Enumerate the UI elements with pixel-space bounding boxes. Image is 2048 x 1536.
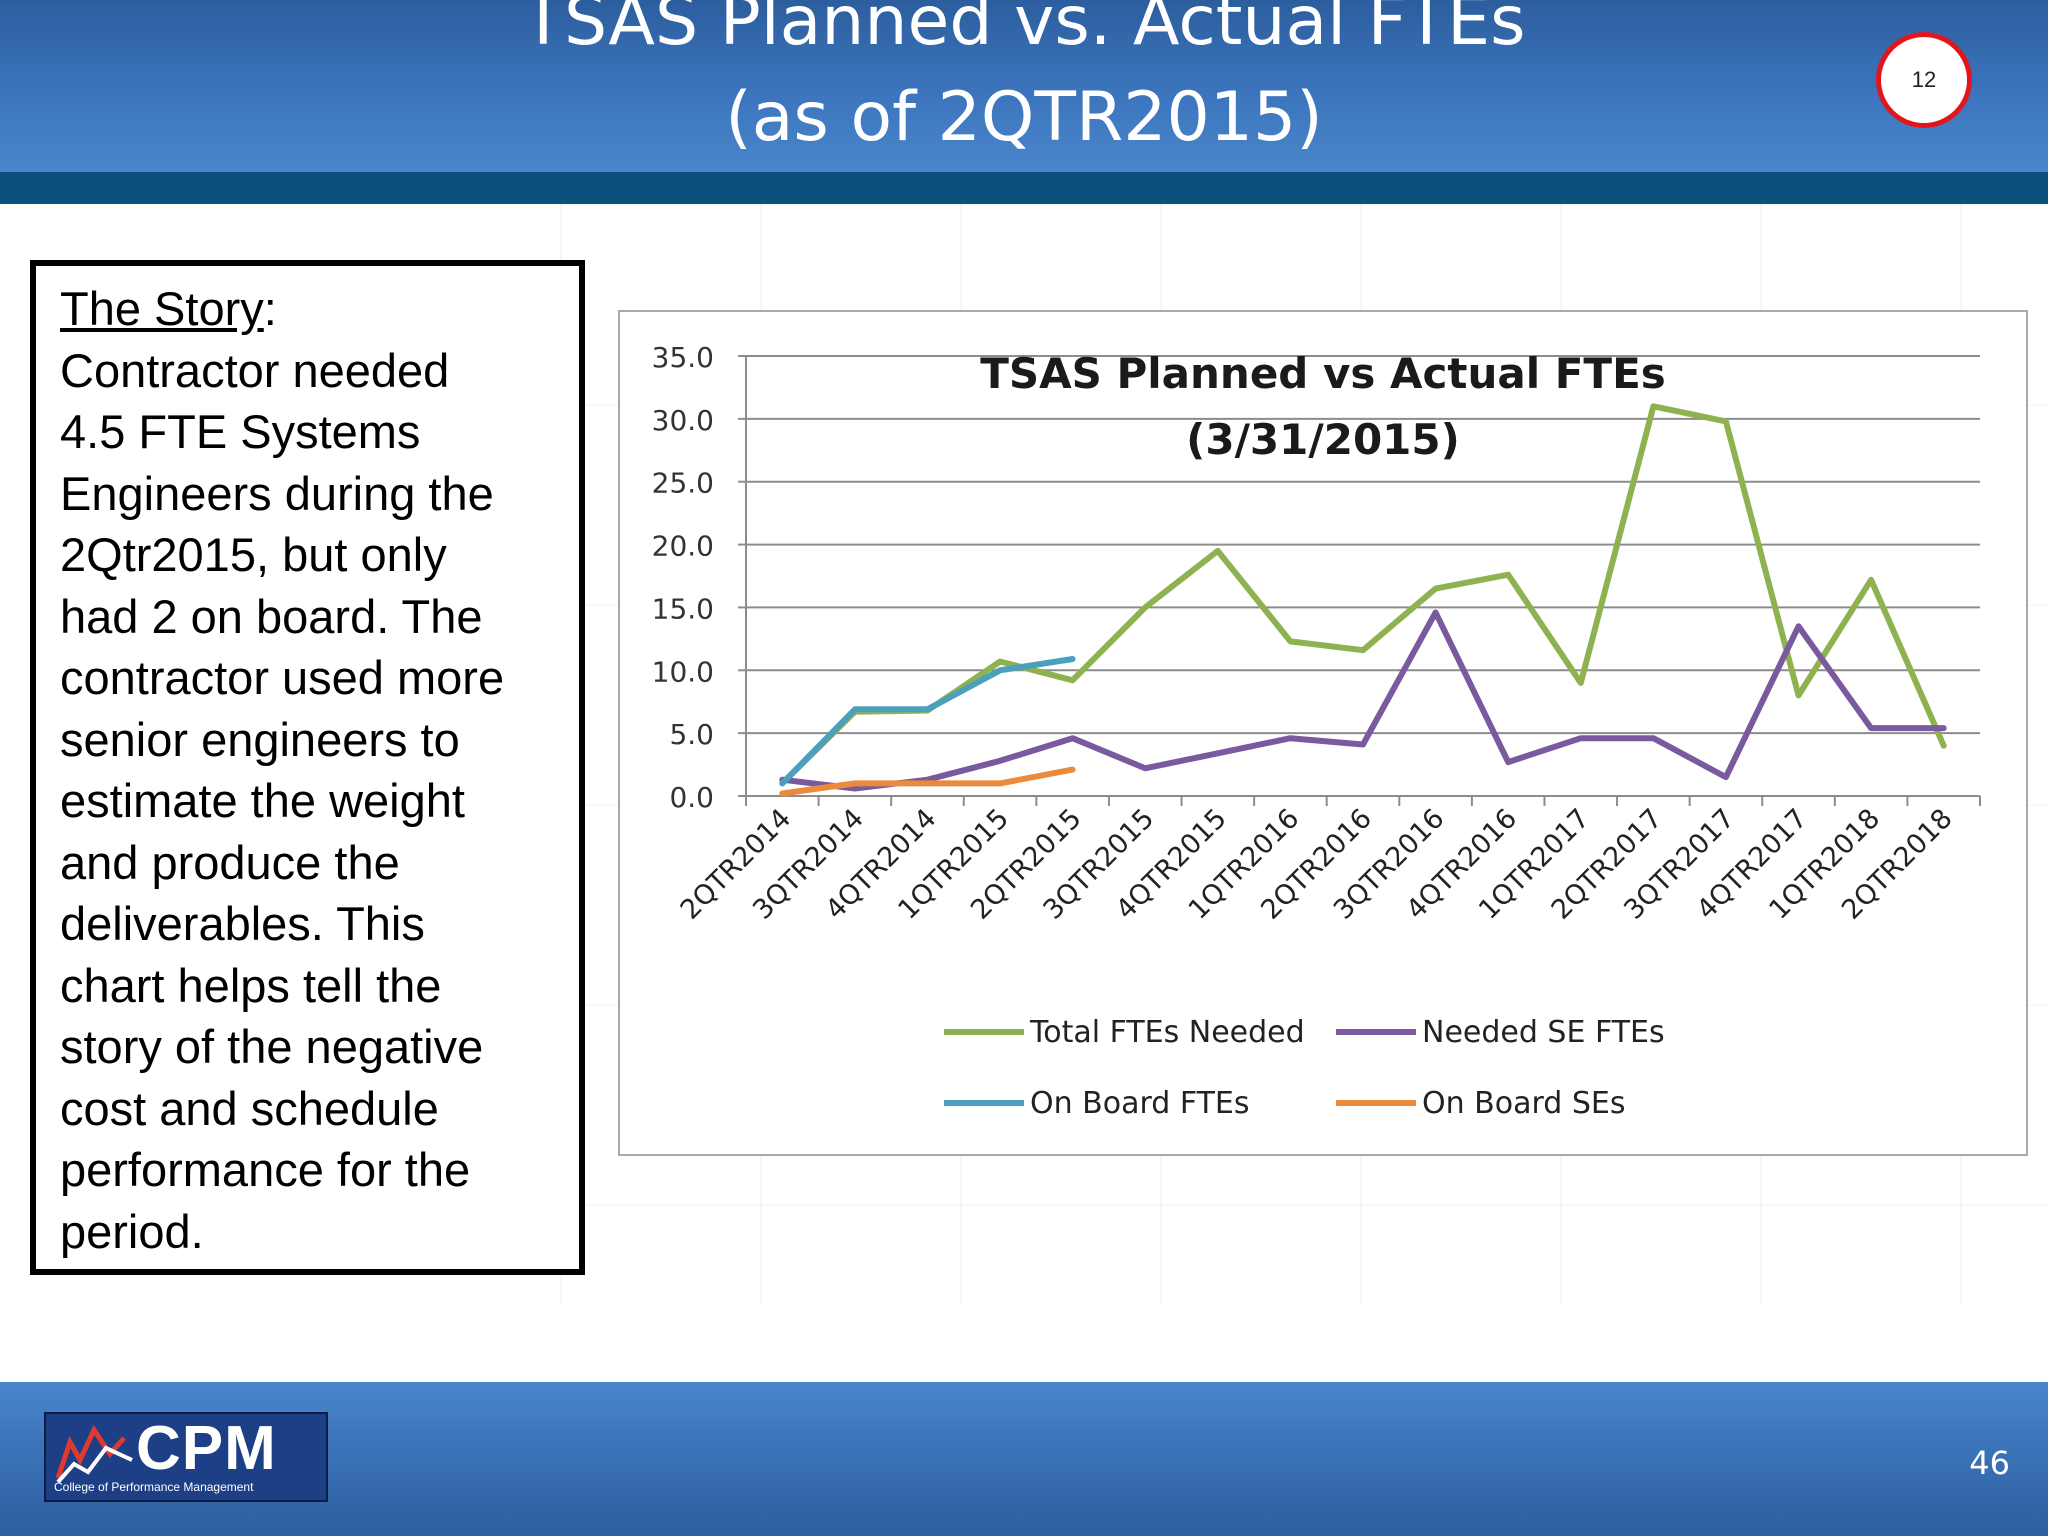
story-line: contractor used more [60,651,505,704]
line-chart: 0.05.010.015.020.025.030.035.02QTR20143Q… [652,341,1981,1121]
story-line: and produce the [60,835,400,889]
y-tick-label: 30.0 [652,404,714,437]
chart-title-line: (3/31/2015) [1186,415,1460,464]
story-heading: The Story: [60,282,277,335]
logo-subtext: College of Performance Management [54,1480,254,1494]
cpm-logo: CPM College of Performance Management [44,1412,328,1502]
series-line [779,766,1076,797]
story-line: Contractor needed [60,343,450,397]
y-tick-label: 10.0 [652,655,714,688]
logo-text: CPM [136,1414,277,1483]
logo-graph-icon [55,1424,133,1484]
slide-header [0,0,2048,172]
chart-frame: 0.0 5.0 10.0 15.0 20.0 25.0 30.0 35.0 2QTR2014 3Q… [618,310,2028,1156]
chart-title-line: TSAS Planned vs Actual FTEs [980,349,1666,398]
legend-label: Needed SE FTEs [1422,1015,1665,1050]
legend-label: Total FTEs Needed [1029,1015,1305,1050]
story-text-box: The Story: Contractor needed 4.5 FTE Syst… [30,260,585,1275]
y-tick-label: 0.0 [669,781,714,814]
story-line: deliverables. This [60,897,425,950]
series-line [779,609,1947,792]
story-line: senior engineers to [60,712,460,766]
story-line: estimate the weight [60,774,465,827]
story-line: 2Qtr2015, but only [60,528,447,581]
y-tick-label: 5.0 [669,718,714,751]
story-line: cost and schedule [60,1081,439,1135]
y-tick-label: 20.0 [652,530,714,563]
series-line [779,403,1947,787]
story-heading-label: The Story [60,282,264,335]
header-stripe [0,172,2048,204]
y-tick-label: 25.0 [652,467,714,500]
story-line: chart helps tell the [60,958,442,1012]
legend-label: On Board SEs [1422,1086,1626,1121]
y-tick-label: 35.0 [652,341,714,374]
slide-title-line2: (as of 2QTR2015) [725,78,1323,157]
story-line: had 2 on board. The [60,589,483,643]
slide-number: 46 [1969,1444,2010,1482]
story-line: performance for the [60,1143,471,1196]
story-line: 4.5 FTE Systems [60,405,421,458]
story-body: Contractor needed 4.5 FTE Systems Engineer… [60,340,559,1263]
slide-title-line1: TSAS Planned vs. Actual FTEs [522,0,1526,61]
y-tick-label: 15.0 [652,592,714,625]
story-line: story of the negative [60,1020,484,1073]
story-line: period. [60,1204,204,1258]
page-number-badge: 12 [1876,32,1972,128]
legend-label: On Board FTEs [1030,1086,1250,1121]
slide-footer [0,1382,2048,1536]
story-line: Engineers during the [60,466,494,520]
series-line [779,656,1076,787]
